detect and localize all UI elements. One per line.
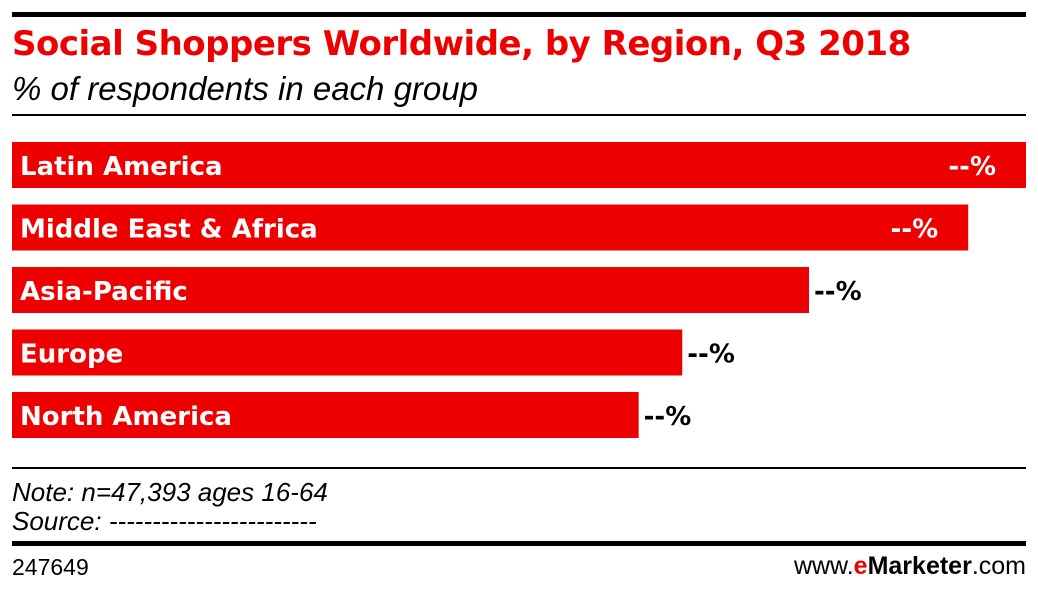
bar-label-middle-east-africa: Middle East & Africa <box>20 215 318 245</box>
bar-middle-east-africa <box>12 204 969 251</box>
value-label-middle-east-africa: --% <box>891 215 939 245</box>
chart-note: Note: n=47,393 ages 16-64 <box>12 477 328 507</box>
chart-source: Source: ------------------------ <box>12 506 317 536</box>
chart-id: 247649 <box>12 554 89 580</box>
footer-rule <box>12 467 1026 469</box>
bar-europe <box>12 329 683 376</box>
brand-e: e <box>853 552 868 580</box>
chart-title: Social Shoppers Worldwide, by Region, Q3… <box>12 24 911 64</box>
value-label-north-america: --% <box>644 402 692 432</box>
brand-suffix: .com <box>971 552 1026 580</box>
brand-prefix: www. <box>793 552 854 580</box>
bar-label-north-america: North America <box>20 402 232 432</box>
bottom-rule <box>12 541 1026 546</box>
bar-label-latin-america: Latin America <box>20 152 223 182</box>
value-label-latin-america: --% <box>948 152 996 182</box>
value-label-europe: --% <box>687 340 735 370</box>
bar-label-asia-pacific: Asia-Pacific <box>20 277 188 307</box>
bar-latin-america <box>12 142 1026 188</box>
emarketer-link[interactable]: www.eMarketer.com <box>794 552 1026 581</box>
brand-name: Marketer <box>867 552 972 580</box>
chart-subtitle: % of respondents in each group <box>12 70 478 107</box>
header-rule <box>12 114 1026 116</box>
bar-asia-pacific <box>12 267 810 313</box>
bar-label-europe: Europe <box>20 340 123 370</box>
value-label-asia-pacific: --% <box>814 277 862 307</box>
bar-chart: Latin America --% Middle East & Africa --% A… <box>12 142 1026 438</box>
bar-north-america <box>12 392 639 438</box>
top-rule <box>12 12 1026 17</box>
